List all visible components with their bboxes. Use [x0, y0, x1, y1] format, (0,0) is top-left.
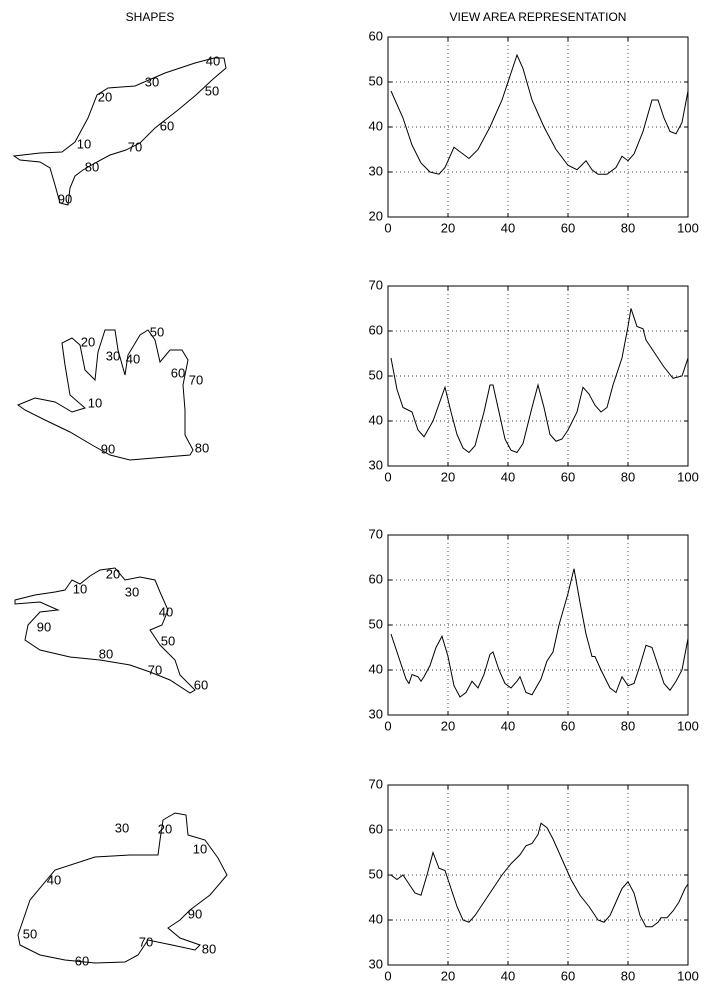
- x-tick-label: 100: [677, 469, 699, 484]
- shape-label: 60: [160, 118, 174, 133]
- shape-label: 80: [85, 159, 99, 174]
- x-tick-label: 80: [621, 718, 635, 733]
- x-tick-label: 20: [441, 469, 455, 484]
- plot-frame: [387, 784, 689, 966]
- y-tick-label: 40: [369, 412, 383, 427]
- x-tick-label: 100: [677, 220, 699, 235]
- shape-outline: [16, 329, 194, 461]
- y-tick-label: 60: [369, 28, 383, 43]
- shape-label: 90: [188, 906, 202, 921]
- x-tick-label: 100: [677, 718, 699, 733]
- y-tick-label: 30: [369, 163, 383, 178]
- shape-label: 20: [98, 89, 112, 104]
- shape-label: 90: [58, 191, 72, 206]
- x-tick-label: 20: [441, 220, 455, 235]
- x-tick-label: 60: [561, 968, 575, 983]
- x-tick-label: 60: [561, 220, 575, 235]
- x-tick-label: 20: [441, 968, 455, 983]
- shape-label: 60: [75, 953, 89, 968]
- shape-label: 40: [159, 604, 173, 619]
- y-tick-label: 60: [369, 821, 383, 836]
- shape-label: 10: [88, 395, 102, 410]
- x-tick-label: 0: [384, 220, 391, 235]
- shape-label: 70: [148, 662, 162, 677]
- y-tick-label: 50: [369, 866, 383, 881]
- x-tick-label: 80: [621, 968, 635, 983]
- plot-frame: [387, 285, 689, 467]
- column-header: SHAPES: [126, 10, 175, 24]
- y-tick-label: 50: [369, 367, 383, 382]
- x-tick-label: 100: [677, 968, 699, 983]
- shape-label: 90: [101, 441, 115, 456]
- shape-outline: [14, 567, 196, 694]
- shape-label: 80: [195, 440, 209, 455]
- x-tick-label: 40: [501, 968, 515, 983]
- shape-label: 30: [125, 584, 139, 599]
- y-tick-label: 20: [369, 208, 383, 223]
- y-tick-label: 70: [369, 526, 383, 541]
- shape-label: 50: [161, 633, 175, 648]
- shape-label: 60: [171, 365, 185, 380]
- shape-label: 10: [77, 136, 91, 151]
- y-tick-label: 60: [369, 322, 383, 337]
- shape-label: 30: [106, 348, 120, 363]
- series-line: [390, 822, 689, 928]
- y-tick-label: 40: [369, 911, 383, 926]
- x-tick-label: 40: [501, 469, 515, 484]
- plot-frame: [387, 534, 689, 716]
- x-tick-label: 60: [561, 718, 575, 733]
- shape-label: 50: [23, 926, 37, 941]
- shape-label: 40: [47, 872, 61, 887]
- y-tick-label: 70: [369, 776, 383, 791]
- shape-label: 90: [37, 619, 51, 634]
- shape-label: 50: [150, 324, 164, 339]
- x-tick-label: 0: [384, 718, 391, 733]
- x-tick-label: 40: [501, 718, 515, 733]
- series-line: [390, 53, 689, 175]
- y-tick-label: 30: [369, 956, 383, 971]
- shape-label: 10: [73, 581, 87, 596]
- shape-label: 30: [145, 74, 159, 89]
- y-tick-label: 30: [369, 706, 383, 721]
- shape-label: 30: [115, 820, 129, 835]
- shape-label: 70: [189, 372, 203, 387]
- shape-label: 20: [81, 334, 95, 349]
- x-tick-label: 60: [561, 469, 575, 484]
- x-tick-label: 80: [621, 220, 635, 235]
- y-tick-label: 50: [369, 616, 383, 631]
- shape-outline: [17, 812, 228, 964]
- y-tick-label: 40: [369, 661, 383, 676]
- shape-label: 80: [202, 941, 216, 956]
- shape-label: 20: [158, 821, 172, 836]
- y-tick-label: 40: [369, 118, 383, 133]
- x-tick-label: 0: [384, 968, 391, 983]
- shape-label: 50: [205, 83, 219, 98]
- y-tick-label: 30: [369, 457, 383, 472]
- column-header: VIEW AREA REPRESENTATION: [450, 10, 627, 24]
- shape-label: 40: [126, 351, 140, 366]
- y-tick-label: 50: [369, 73, 383, 88]
- series-line: [390, 308, 689, 454]
- x-tick-label: 0: [384, 469, 391, 484]
- shape-label: 10: [193, 841, 207, 856]
- shape-label: 70: [128, 139, 142, 154]
- y-tick-label: 70: [369, 277, 383, 292]
- shape-label: 60: [194, 677, 208, 692]
- y-tick-label: 60: [369, 571, 383, 586]
- x-tick-label: 40: [501, 220, 515, 235]
- shape-label: 70: [139, 934, 153, 949]
- shape-outline: [12, 57, 227, 206]
- x-tick-label: 80: [621, 469, 635, 484]
- x-tick-label: 20: [441, 718, 455, 733]
- series-line: [390, 568, 689, 698]
- shape-label: 80: [99, 646, 113, 661]
- shape-label: 40: [206, 53, 220, 68]
- shape-label: 20: [106, 566, 120, 581]
- plot-frame: [387, 36, 689, 218]
